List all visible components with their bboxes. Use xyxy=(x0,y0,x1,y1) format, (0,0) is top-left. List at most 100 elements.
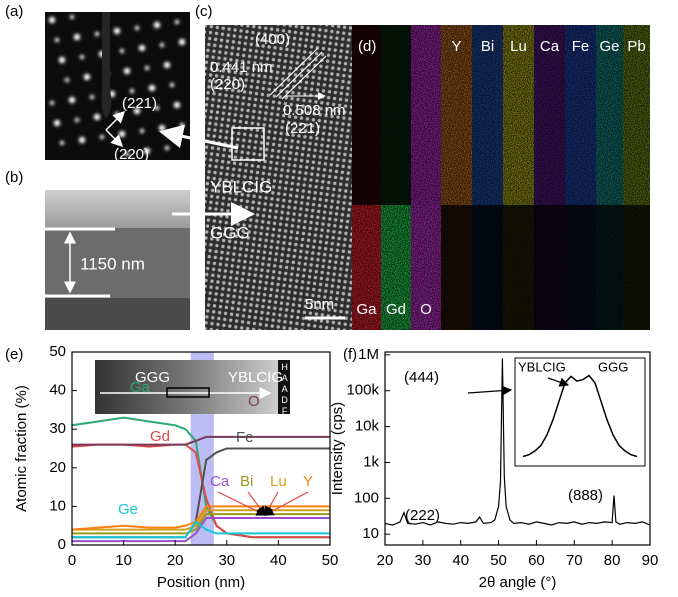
diffraction-spot xyxy=(175,20,179,24)
x-axis-title: 2θ angle (°) xyxy=(479,574,557,591)
panel-label: (e) xyxy=(5,346,23,363)
element-label: Ga xyxy=(356,301,377,318)
diffraction-spot xyxy=(69,97,75,103)
y-tick-label: 50 xyxy=(49,343,66,360)
x-tick-label: 20 xyxy=(167,552,184,569)
element-label: Lu xyxy=(510,38,527,55)
diffraction-spot xyxy=(119,131,125,137)
inset-label: YBLCIG xyxy=(228,369,283,386)
y-tick-label: 0 xyxy=(58,536,66,553)
series-label: Y xyxy=(303,473,313,490)
diffraction-spot xyxy=(179,39,185,45)
series-label: Lu xyxy=(270,473,287,490)
diffraction-spot xyxy=(124,68,130,74)
y-tick-label: 100k xyxy=(346,382,379,399)
element-label: Bi xyxy=(481,38,494,55)
diffraction-spot xyxy=(70,15,74,19)
series-label: O xyxy=(248,393,260,410)
x-tick-label: 20 xyxy=(377,552,394,569)
inset-label: GGG xyxy=(598,359,628,374)
spacing-label: 0.508 nm xyxy=(283,102,346,119)
x-tick-label: 70 xyxy=(566,552,583,569)
diffraction-spot xyxy=(135,26,139,30)
y-tick-label: 10k xyxy=(355,418,380,435)
plane-label: (400) xyxy=(255,31,290,48)
inset-label: YBLCIG xyxy=(518,359,566,374)
diffraction-spot xyxy=(74,34,80,40)
x-tick-label: 80 xyxy=(604,552,621,569)
element-label: Y xyxy=(451,38,461,55)
series-label: Ca xyxy=(210,473,230,490)
x-tick-label: 60 xyxy=(528,552,545,569)
diffraction-spot xyxy=(90,95,94,99)
layer-label: YBLCIG xyxy=(210,177,272,196)
label-arrow xyxy=(218,492,265,515)
diffraction-spot xyxy=(154,22,160,28)
series-label: Bi xyxy=(240,473,253,490)
peak-label: (888) xyxy=(568,487,603,504)
diffraction-spot xyxy=(100,135,104,139)
peak-label: (222) xyxy=(405,507,440,524)
x-tick-label: 0 xyxy=(68,552,76,569)
spacing-label: 0.441 nm xyxy=(210,59,273,76)
element-label: Ca xyxy=(540,38,560,55)
plane-label: (221) xyxy=(285,120,320,137)
plane-label: (220) xyxy=(210,76,245,93)
y-tick-label: 1M xyxy=(358,346,379,363)
y-tick-label: 20 xyxy=(49,459,66,476)
diffraction-spot xyxy=(59,57,65,63)
diffraction-spot xyxy=(94,114,100,120)
panel-label: (d) xyxy=(358,38,376,55)
series-label: Ge xyxy=(118,501,138,518)
element-label: Pb xyxy=(627,38,645,55)
x-tick-label: 30 xyxy=(218,552,235,569)
diffraction-spot xyxy=(115,112,119,116)
x-tick-label: 40 xyxy=(452,552,469,569)
inset-label: HAADF xyxy=(280,362,290,417)
diffraction-spot xyxy=(120,49,124,53)
diffraction-spot xyxy=(75,118,79,122)
diffraction-spot xyxy=(130,89,134,93)
panel-label: (c) xyxy=(195,3,213,20)
diffraction-spot xyxy=(145,66,149,70)
x-tick-label: 90 xyxy=(642,552,659,569)
y-tick-label: 100 xyxy=(354,489,379,506)
y-axis-title: Intensity (cps) xyxy=(329,402,346,495)
y-tick-label: 10 xyxy=(362,525,379,542)
diffraction-spot xyxy=(50,101,54,105)
diffraction-spot xyxy=(95,32,99,36)
figure: (a) (221) (220) (b) 1150 nm (c) (400) 0.… xyxy=(0,0,678,597)
x-tick-label: 50 xyxy=(322,552,339,569)
diffraction-image xyxy=(45,12,190,160)
peak-label: (444) xyxy=(404,369,439,386)
diffraction-spot xyxy=(80,55,84,59)
substrate-region xyxy=(45,298,190,330)
y-tick-label: 30 xyxy=(49,420,66,437)
diffraction-spot xyxy=(140,129,144,133)
noise-overlay xyxy=(352,25,650,330)
series-label: Gd xyxy=(150,428,170,445)
diffraction-spot xyxy=(55,38,59,42)
diffraction-spot xyxy=(114,28,120,34)
diffraction-spot xyxy=(149,85,155,91)
diffraction-spot xyxy=(79,137,85,143)
diffraction-spot xyxy=(139,45,145,51)
x-tick-label: 40 xyxy=(270,552,287,569)
element-label: Gd xyxy=(386,301,406,318)
y-axis-title: Atomic fraction (%) xyxy=(13,385,30,512)
diffraction-spot xyxy=(164,62,170,68)
y-tick-label: 40 xyxy=(49,382,66,399)
element-label: O xyxy=(420,301,432,318)
thickness-label: 1150 nm xyxy=(80,254,145,273)
x-tick-label: 10 xyxy=(115,552,132,569)
diffraction-spot xyxy=(65,78,69,82)
element-label: Fe xyxy=(572,38,590,55)
panel-label: (f) xyxy=(343,346,357,363)
series-label: Ga xyxy=(130,379,151,396)
y-tick-label: 1k xyxy=(363,453,379,470)
plane-label: (221) xyxy=(122,95,157,112)
x-axis-title: Position (nm) xyxy=(157,574,245,591)
diffraction-spot xyxy=(49,17,55,23)
diffraction-spot xyxy=(54,120,60,126)
y-tick-label: 10 xyxy=(49,497,66,514)
